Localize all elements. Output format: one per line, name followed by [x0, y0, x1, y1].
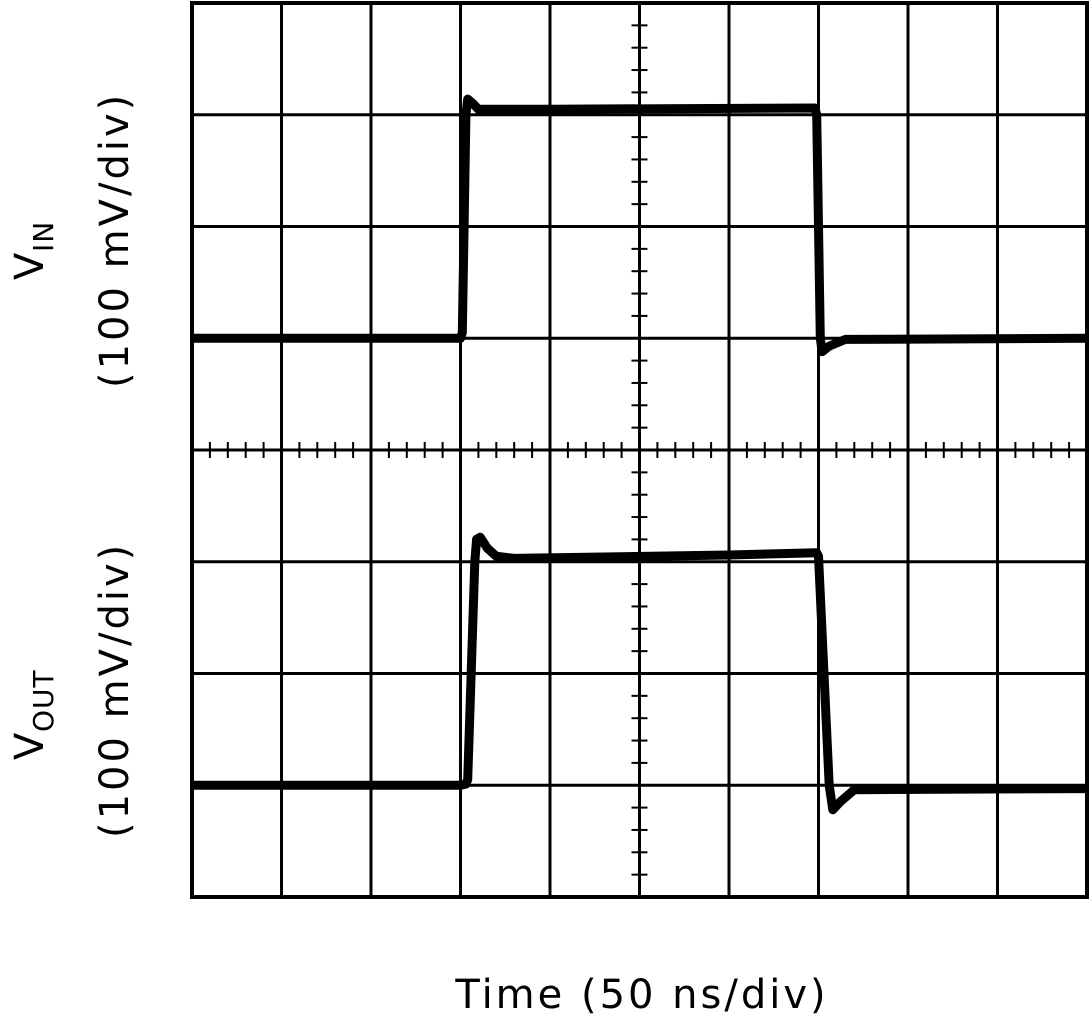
plot-frame	[190, 1, 1089, 899]
x-axis-label: Time (50 ns/div)	[454, 972, 828, 1018]
vin-axis-label: V IN (100 mV/div)	[7, 92, 138, 388]
vin-label-sub: IN	[27, 221, 60, 252]
vout-trace	[192, 532, 1088, 815]
vout-label-v: V	[7, 730, 53, 760]
vout-axis-label: V OUT (100 mV/div)	[7, 542, 138, 838]
vin-trace	[192, 94, 1088, 357]
vout-label-unit: (100 mV/div)	[92, 542, 138, 838]
vin-label-v: V	[7, 250, 53, 280]
vin-label-unit: (100 mV/div)	[92, 92, 138, 388]
vout-label-sub: OUT	[27, 669, 60, 732]
grid	[192, 3, 1087, 897]
traces	[192, 94, 1088, 815]
